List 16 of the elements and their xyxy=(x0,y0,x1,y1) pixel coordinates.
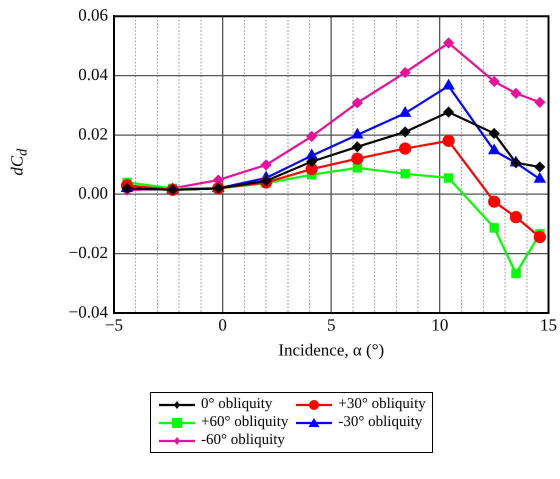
x-tick-label: 15 xyxy=(540,316,557,335)
x-tick-label: 5 xyxy=(327,316,336,335)
y-tick-label: 0.06 xyxy=(78,6,108,25)
y-tick-label: 0.04 xyxy=(78,65,108,84)
legend-label: -60° obliquity xyxy=(201,432,285,449)
y-tick-label: 0.02 xyxy=(78,124,108,144)
x-tick-label: 10 xyxy=(431,316,448,335)
legend-label: 0° obliquity xyxy=(201,396,272,413)
x-axis-title: Incidence, α (°) xyxy=(278,340,384,360)
y-tick-label: 0.00 xyxy=(78,184,108,203)
y-tick-label: −0.04 xyxy=(68,302,108,322)
legend-label: -30° obliquity xyxy=(338,414,422,431)
legend-label: +30° obliquity xyxy=(338,396,426,413)
legend-label: +60° obliquity xyxy=(201,414,288,431)
x-tick-label: 0 xyxy=(218,316,227,335)
y-tick-label: −0.02 xyxy=(68,243,108,262)
